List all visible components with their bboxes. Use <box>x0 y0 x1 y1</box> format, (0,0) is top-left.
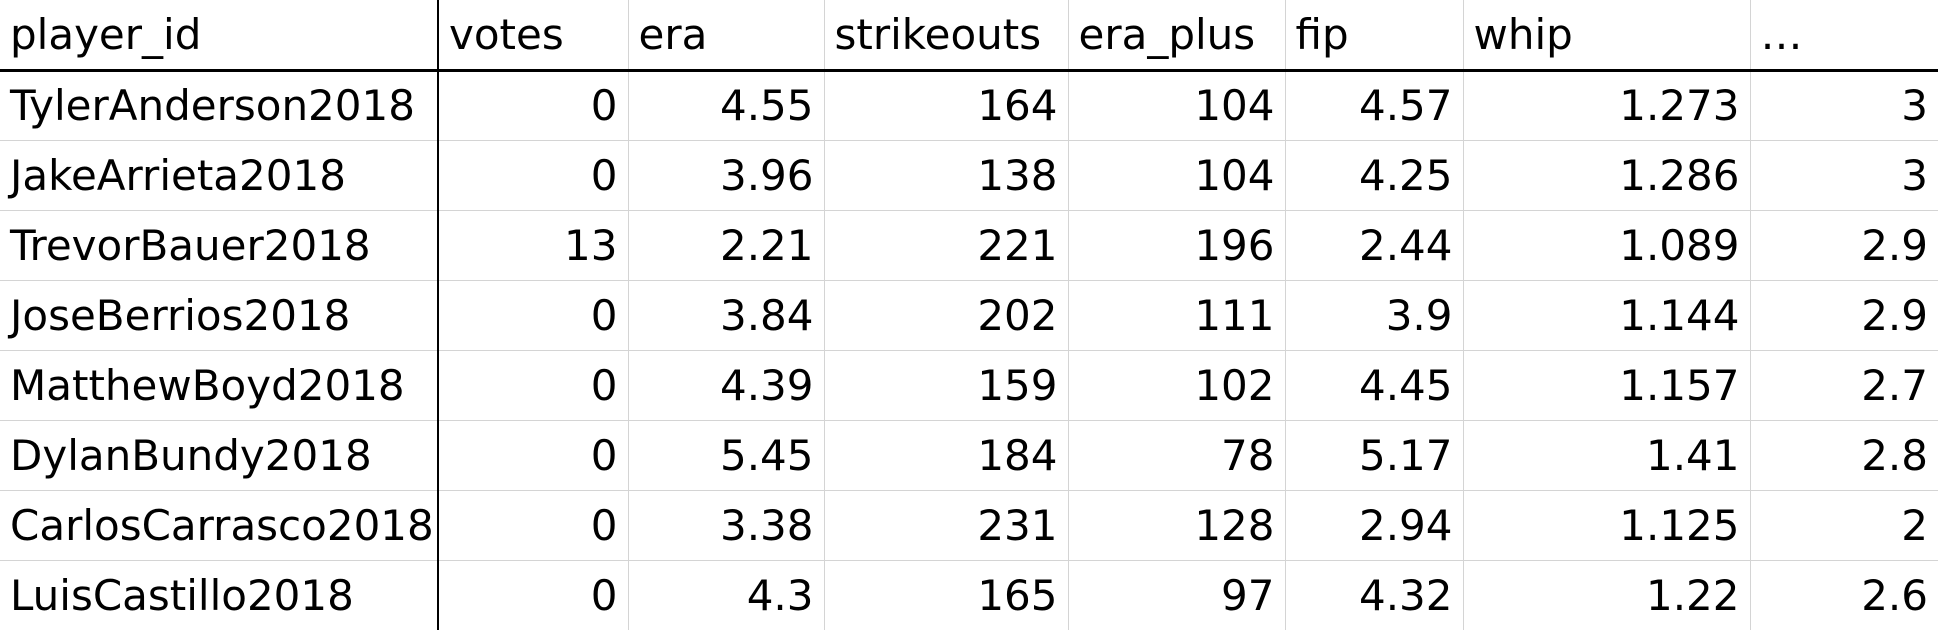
cell-era[interactable]: 4.39 <box>627 350 824 421</box>
cell-era-plus[interactable]: 111 <box>1067 280 1285 351</box>
cell-more[interactable]: 2.9 <box>1749 280 1938 351</box>
cell-era[interactable]: 4.55 <box>627 70 824 141</box>
cell-more[interactable]: 2.9 <box>1749 210 1938 281</box>
cell-strikeouts[interactable]: 138 <box>823 140 1068 211</box>
column-header-whip[interactable]: whip <box>1462 0 1750 72</box>
cell-whip[interactable]: 1.286 <box>1462 140 1750 211</box>
cell-era[interactable]: 3.84 <box>627 280 824 351</box>
table-row: LuisCastillo2018 0 4.3 165 97 4.32 1.22 2.6 <box>0 560 1938 630</box>
column-header-more[interactable]: … <box>1749 0 1938 72</box>
table-row: MatthewBoyd2018 0 4.39 159 102 4.45 1.157 2.7 <box>0 350 1938 421</box>
cell-strikeouts[interactable]: 165 <box>823 560 1068 630</box>
cell-more[interactable]: 2.6 <box>1749 560 1938 630</box>
cell-votes[interactable]: 0 <box>437 350 628 421</box>
cell-era[interactable]: 3.96 <box>627 140 824 211</box>
cell-fip[interactable]: 2.94 <box>1284 490 1463 561</box>
cell-more[interactable]: 2.8 <box>1749 420 1938 491</box>
cell-player-id[interactable]: DylanBundy2018 <box>0 420 438 491</box>
cell-fip[interactable]: 4.25 <box>1284 140 1463 211</box>
table-row: TrevorBauer2018 13 2.21 221 196 2.44 1.089 2.9 <box>0 210 1938 281</box>
cell-fip[interactable]: 2.44 <box>1284 210 1463 281</box>
column-header-era-plus[interactable]: era_plus <box>1067 0 1285 72</box>
cell-strikeouts[interactable]: 164 <box>823 70 1068 141</box>
cell-votes[interactable]: 13 <box>437 210 628 281</box>
cell-era[interactable]: 2.21 <box>627 210 824 281</box>
cell-votes[interactable]: 0 <box>437 490 628 561</box>
cell-whip[interactable]: 1.22 <box>1462 560 1750 630</box>
cell-player-id[interactable]: LuisCastillo2018 <box>0 560 438 630</box>
table-row: DylanBundy2018 0 5.45 184 78 5.17 1.41 2.8 <box>0 420 1938 491</box>
column-header-fip[interactable]: fip <box>1284 0 1463 72</box>
cell-era-plus[interactable]: 128 <box>1067 490 1285 561</box>
cell-votes[interactable]: 0 <box>437 140 628 211</box>
cell-player-id[interactable]: TrevorBauer2018 <box>0 210 438 281</box>
cell-strikeouts[interactable]: 202 <box>823 280 1068 351</box>
cell-era-plus[interactable]: 104 <box>1067 70 1285 141</box>
cell-player-id[interactable]: JakeArrieta2018 <box>0 140 438 211</box>
cell-more[interactable]: 2.7 <box>1749 350 1938 421</box>
column-header-votes[interactable]: votes <box>437 0 628 72</box>
cell-fip[interactable]: 4.32 <box>1284 560 1463 630</box>
cell-more[interactable]: 3 <box>1749 140 1938 211</box>
cell-era[interactable]: 4.3 <box>627 560 824 630</box>
cell-fip[interactable]: 5.17 <box>1284 420 1463 491</box>
cell-whip[interactable]: 1.273 <box>1462 70 1750 141</box>
table-row: JakeArrieta2018 0 3.96 138 104 4.25 1.286 3 <box>0 140 1938 211</box>
cell-whip[interactable]: 1.125 <box>1462 490 1750 561</box>
cell-more[interactable]: 2 <box>1749 490 1938 561</box>
cell-votes[interactable]: 0 <box>437 280 628 351</box>
cell-player-id[interactable]: CarlosCarrasco2018 <box>0 490 438 561</box>
cell-whip[interactable]: 1.157 <box>1462 350 1750 421</box>
cell-whip[interactable]: 1.144 <box>1462 280 1750 351</box>
cell-player-id[interactable]: MatthewBoyd2018 <box>0 350 438 421</box>
cell-player-id[interactable]: TylerAnderson2018 <box>0 70 438 141</box>
cell-era[interactable]: 5.45 <box>627 420 824 491</box>
cell-strikeouts[interactable]: 221 <box>823 210 1068 281</box>
cell-fip[interactable]: 3.9 <box>1284 280 1463 351</box>
table-body: TylerAnderson2018 0 4.55 164 104 4.57 1.273 3 Ja… <box>0 70 1938 630</box>
cell-votes[interactable]: 0 <box>437 560 628 630</box>
column-header-era[interactable]: era <box>627 0 824 72</box>
cell-era-plus[interactable]: 196 <box>1067 210 1285 281</box>
cell-whip[interactable]: 1.089 <box>1462 210 1750 281</box>
cell-era-plus[interactable]: 78 <box>1067 420 1285 491</box>
cell-fip[interactable]: 4.57 <box>1284 70 1463 141</box>
cell-strikeouts[interactable]: 159 <box>823 350 1068 421</box>
cell-era-plus[interactable]: 97 <box>1067 560 1285 630</box>
cell-era[interactable]: 3.38 <box>627 490 824 561</box>
column-header-player-id[interactable]: player_id <box>0 0 438 72</box>
table-row: TylerAnderson2018 0 4.55 164 104 4.57 1.273 3 <box>0 70 1938 141</box>
cell-era-plus[interactable]: 102 <box>1067 350 1285 421</box>
cell-fip[interactable]: 4.45 <box>1284 350 1463 421</box>
table-row: CarlosCarrasco2018 0 3.38 231 128 2.94 1.125 2 <box>0 490 1938 561</box>
table-row: JoseBerrios2018 0 3.84 202 111 3.9 1.144 2.9 <box>0 280 1938 351</box>
cell-player-id[interactable]: JoseBerrios2018 <box>0 280 438 351</box>
header-row: player_id votes era strikeouts era_plus … <box>0 0 1938 72</box>
cell-more[interactable]: 3 <box>1749 70 1938 141</box>
cell-whip[interactable]: 1.41 <box>1462 420 1750 491</box>
cell-era-plus[interactable]: 104 <box>1067 140 1285 211</box>
cell-strikeouts[interactable]: 231 <box>823 490 1068 561</box>
column-header-strikeouts[interactable]: strikeouts <box>823 0 1068 72</box>
cell-votes[interactable]: 0 <box>437 420 628 491</box>
cell-strikeouts[interactable]: 184 <box>823 420 1068 491</box>
cell-votes[interactable]: 0 <box>437 70 628 141</box>
